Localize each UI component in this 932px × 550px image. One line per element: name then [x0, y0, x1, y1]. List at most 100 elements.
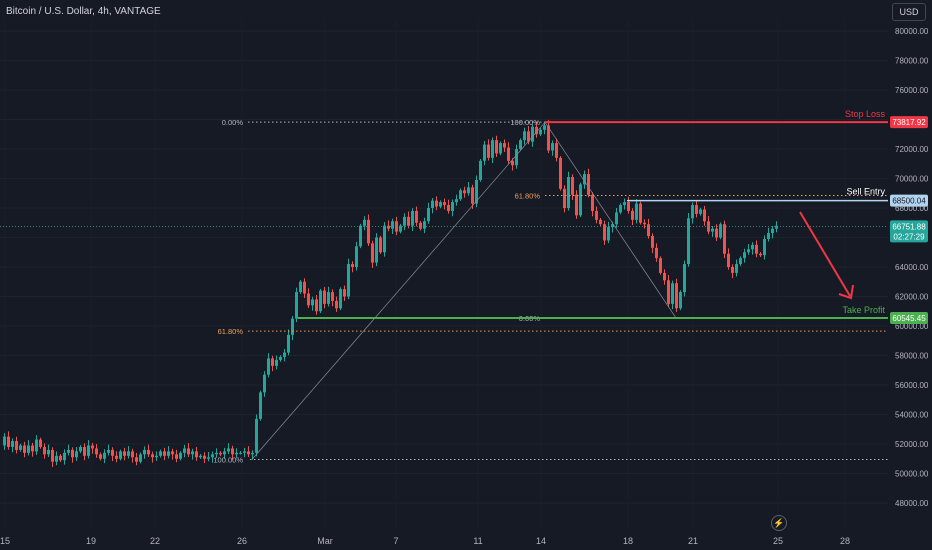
- x-tick-label: 22: [150, 536, 160, 546]
- fib2-label-618: 61.80%: [515, 191, 541, 200]
- candle-up: [183, 448, 186, 453]
- y-tick-label: 64000.00: [895, 263, 929, 272]
- candle-up: [399, 225, 402, 232]
- candle-up: [87, 445, 90, 456]
- candle-up: [679, 292, 682, 309]
- candle-up: [215, 452, 218, 455]
- candle-down: [647, 224, 650, 237]
- candle-up: [311, 299, 314, 306]
- candle-up: [295, 292, 298, 319]
- candle-up: [259, 392, 262, 419]
- candle-down: [435, 200, 438, 207]
- candle-down: [307, 293, 310, 306]
- candle-up: [619, 205, 622, 213]
- candle-down: [759, 253, 762, 256]
- candle-up: [27, 445, 30, 453]
- sell-entry-label: Sell Entry: [846, 187, 885, 197]
- candle-up: [327, 292, 330, 304]
- candle-down: [219, 452, 222, 455]
- candle-down: [663, 272, 666, 281]
- candle-up: [375, 237, 378, 263]
- current-price-tag: [890, 220, 928, 243]
- candle-up: [467, 187, 470, 194]
- sell-entry-price-tag: [890, 194, 928, 207]
- candle-up: [47, 449, 50, 455]
- candle-down: [511, 160, 514, 166]
- x-tick-label: 21: [688, 536, 698, 546]
- candle-up: [287, 334, 290, 353]
- candle-down: [175, 454, 178, 459]
- candle-up: [451, 202, 454, 211]
- candle-up: [583, 174, 586, 185]
- candle-down: [471, 187, 474, 204]
- candle-down: [695, 205, 698, 214]
- candle-up: [107, 449, 110, 453]
- candle-down: [655, 247, 658, 259]
- candle-up: [275, 359, 278, 366]
- y-tick-label: 58000.00: [895, 352, 929, 361]
- candle-up: [243, 451, 246, 453]
- candle-up: [211, 454, 214, 458]
- candle-up: [391, 221, 394, 229]
- candle-down: [7, 436, 10, 447]
- candle-down: [39, 439, 42, 447]
- candle-up: [635, 203, 638, 220]
- candle-down: [335, 300, 338, 309]
- stop-loss-price-tag: [890, 116, 928, 129]
- candle-up: [403, 216, 406, 226]
- candle-up: [439, 202, 442, 207]
- projection-arrow-head: [838, 284, 854, 300]
- candle-down: [571, 177, 574, 195]
- candle-down: [51, 449, 54, 462]
- candle-up: [339, 289, 342, 309]
- candle-up: [103, 452, 106, 459]
- candle-down: [419, 222, 422, 229]
- candle-down: [703, 209, 706, 222]
- x-tick-label: 11: [473, 536, 482, 546]
- candle-down: [271, 358, 274, 366]
- candle-up: [347, 264, 350, 297]
- candle-up: [143, 449, 146, 455]
- candle-down: [379, 237, 382, 253]
- candle-down: [643, 222, 646, 225]
- candle-down: [639, 203, 642, 223]
- candle-down: [587, 174, 590, 195]
- candle-down: [667, 280, 670, 304]
- x-tick-label: 18: [623, 536, 633, 546]
- candle-up: [747, 249, 750, 253]
- candle-up: [543, 125, 546, 130]
- candle-down: [599, 219, 602, 225]
- candle-down: [195, 451, 198, 458]
- candle-up: [299, 281, 302, 293]
- candle-down: [231, 448, 234, 455]
- candle-down: [131, 451, 134, 458]
- fib1-trend-line: [251, 121, 546, 460]
- candle-down: [527, 131, 530, 142]
- candle-up: [207, 457, 210, 459]
- candle-down: [675, 283, 678, 309]
- y-tick-label: 60000.00: [895, 322, 929, 331]
- candle-up: [411, 210, 414, 226]
- candle-down: [151, 454, 154, 458]
- candle-down: [323, 290, 326, 304]
- lightning-icon[interactable]: ⚡: [771, 515, 787, 531]
- candle-up: [431, 200, 434, 208]
- candle-up: [279, 356, 282, 360]
- candle-up: [75, 451, 78, 458]
- candle-down: [147, 449, 150, 455]
- candle-down: [415, 210, 418, 223]
- candle-down: [603, 224, 606, 241]
- candle-down: [99, 454, 102, 459]
- y-tick-label: 56000.00: [895, 381, 929, 390]
- candle-down: [351, 264, 354, 267]
- candle-up: [523, 131, 526, 141]
- candle-up: [251, 452, 254, 455]
- y-tick-label: 52000.00: [895, 440, 929, 449]
- candle-up: [223, 451, 226, 455]
- candle-down: [43, 446, 46, 455]
- symbol-title: Bitcoin / U.S. Dollar, 4h, VANTAGE: [6, 6, 161, 17]
- currency-button[interactable]: USD: [892, 3, 926, 21]
- candle-up: [719, 224, 722, 238]
